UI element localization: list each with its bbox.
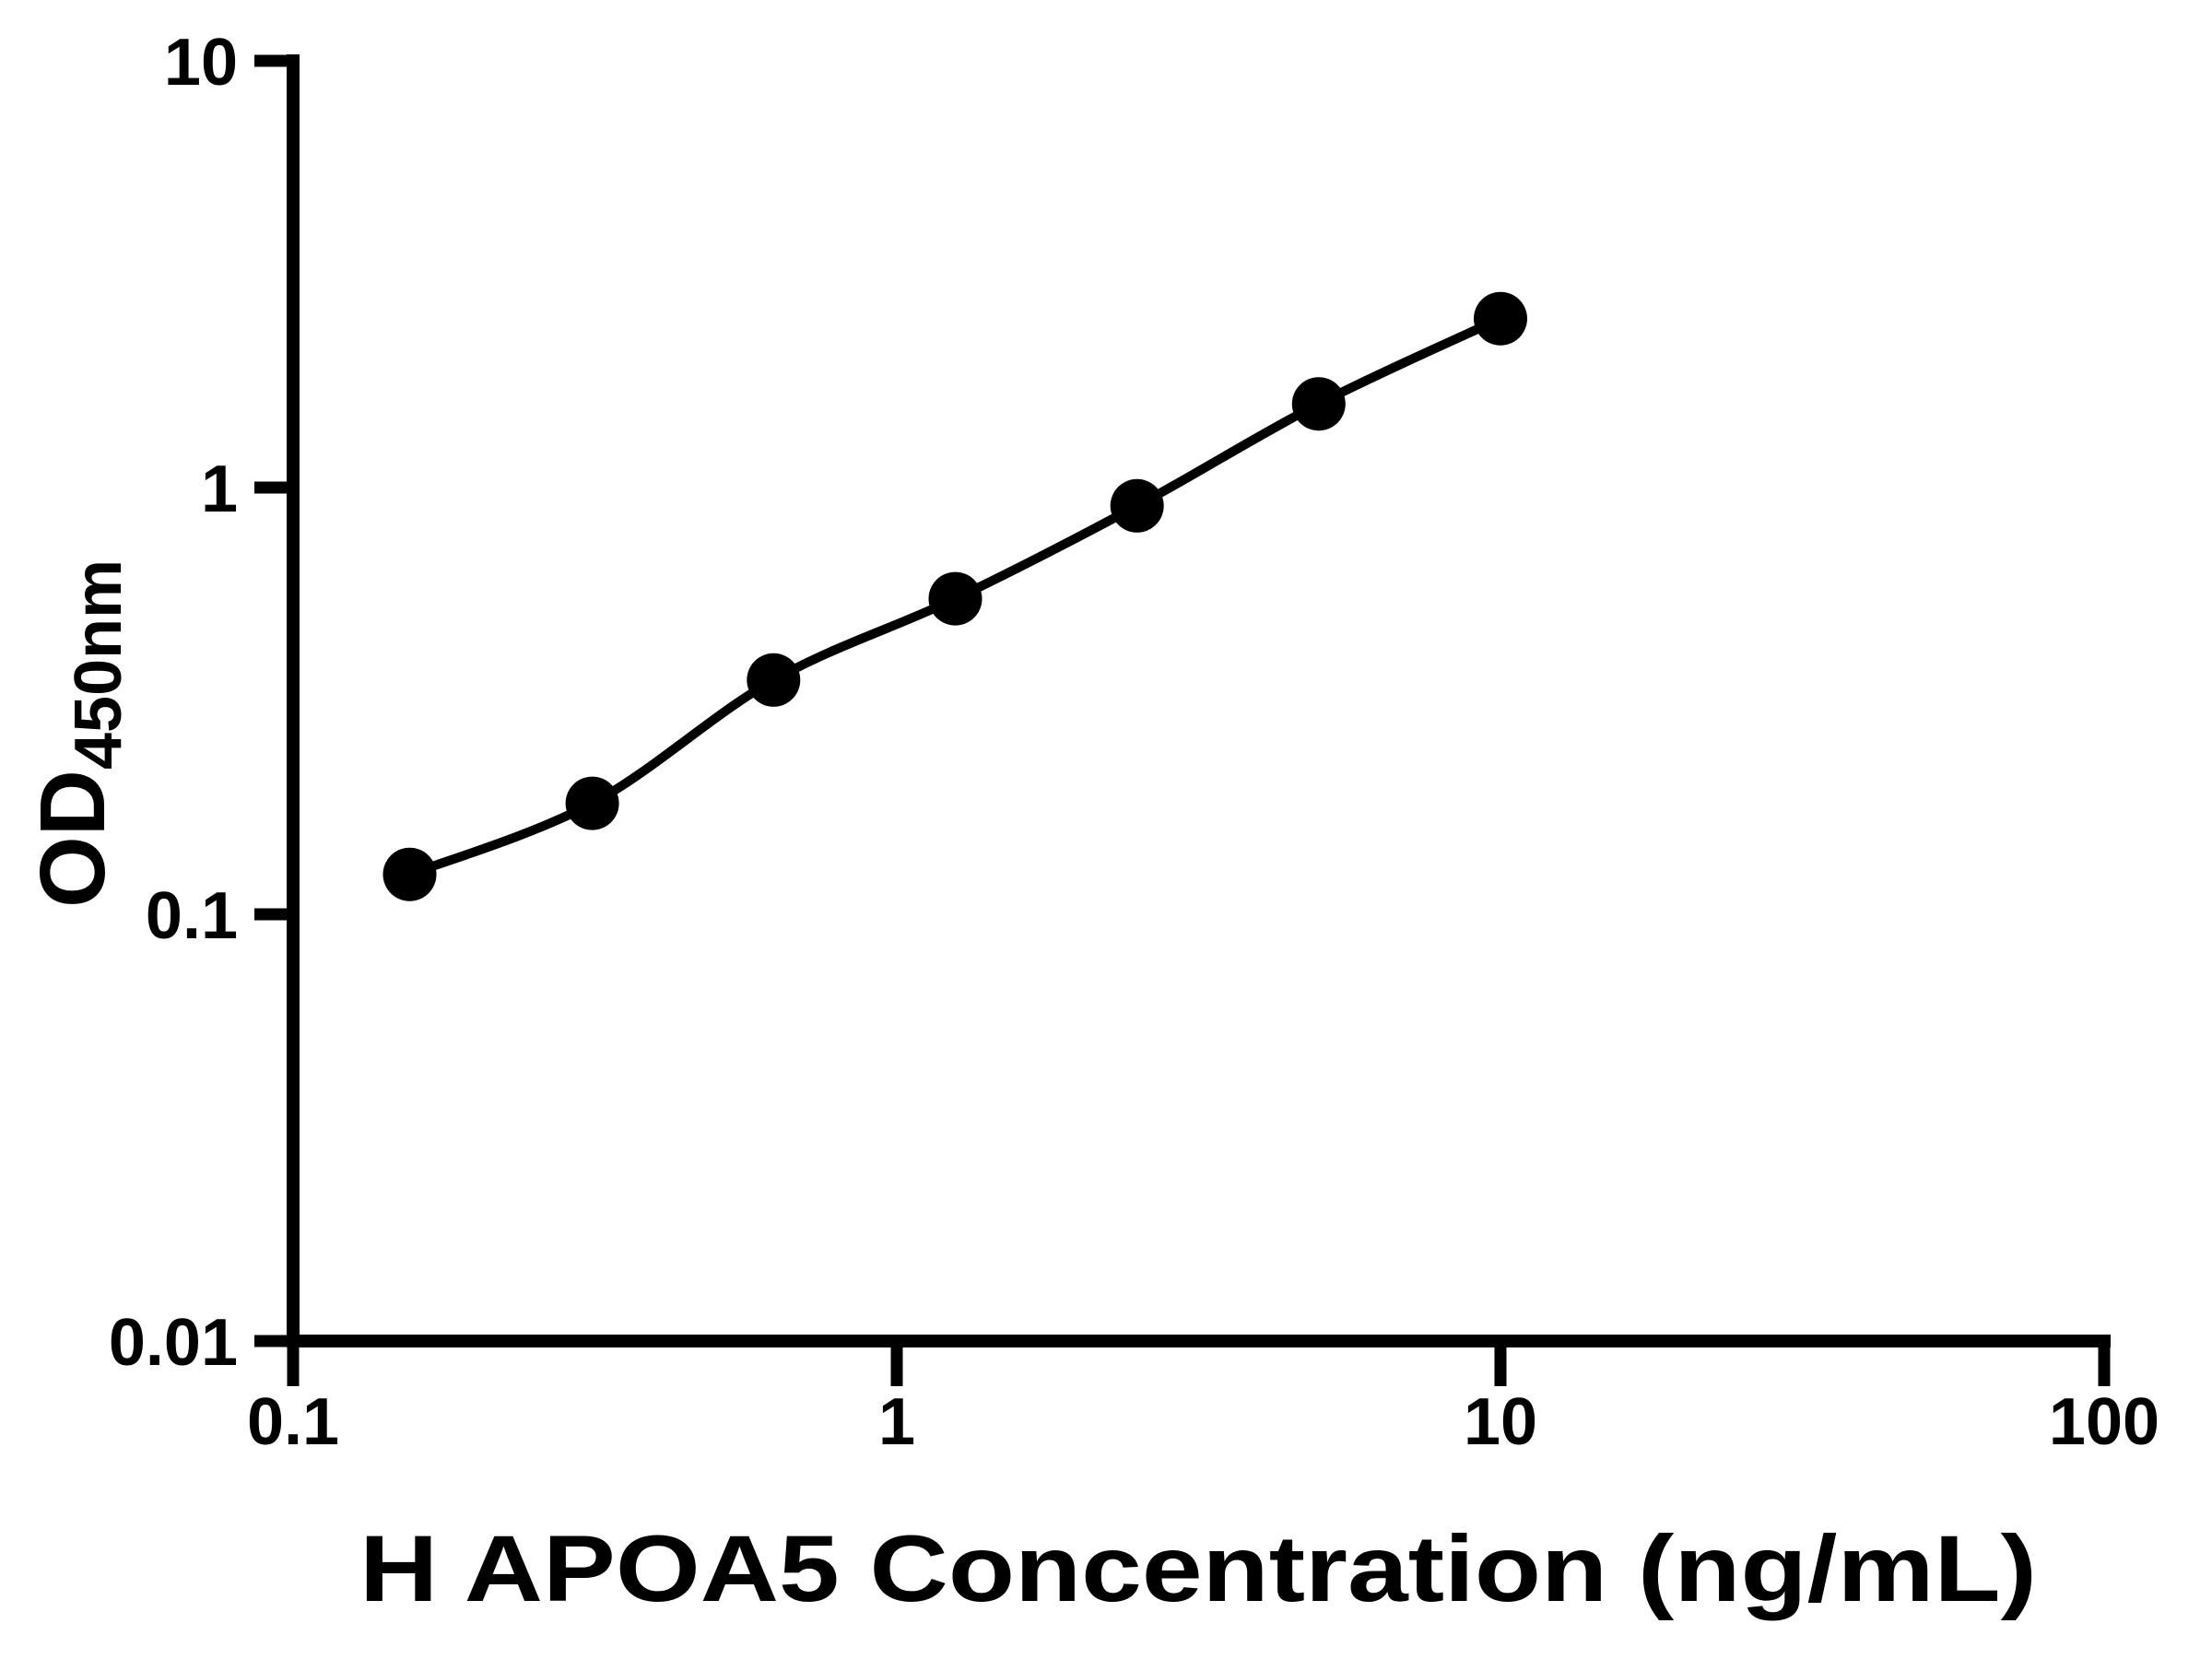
data-point-marker: [747, 653, 801, 707]
y-axis-title-subscript: 450nm: [62, 559, 135, 770]
data-point-marker: [382, 847, 437, 901]
x-axis-title: H APOA5 Concentration (ng/mL): [359, 1516, 2037, 1621]
y-tick-label: 1: [201, 453, 238, 526]
y-tick-label: 10: [164, 26, 238, 100]
x-tick-label: 10: [1464, 1385, 1537, 1459]
data-point-marker: [928, 571, 982, 626]
x-tick-label: 0.1: [247, 1385, 339, 1459]
y-tick-label: 0.01: [109, 1306, 238, 1380]
y-tick-label: 0.1: [146, 879, 238, 953]
data-point-marker: [1474, 291, 1527, 346]
data-point-marker: [565, 776, 619, 830]
y-axis-title-main: OD: [21, 770, 124, 908]
data-point-marker: [1110, 478, 1164, 533]
y-axis-title: OD450nm: [21, 559, 135, 908]
x-tick-label: 1: [878, 1385, 915, 1459]
x-tick-label: 100: [2049, 1385, 2159, 1459]
data-point-marker: [1291, 377, 1346, 431]
